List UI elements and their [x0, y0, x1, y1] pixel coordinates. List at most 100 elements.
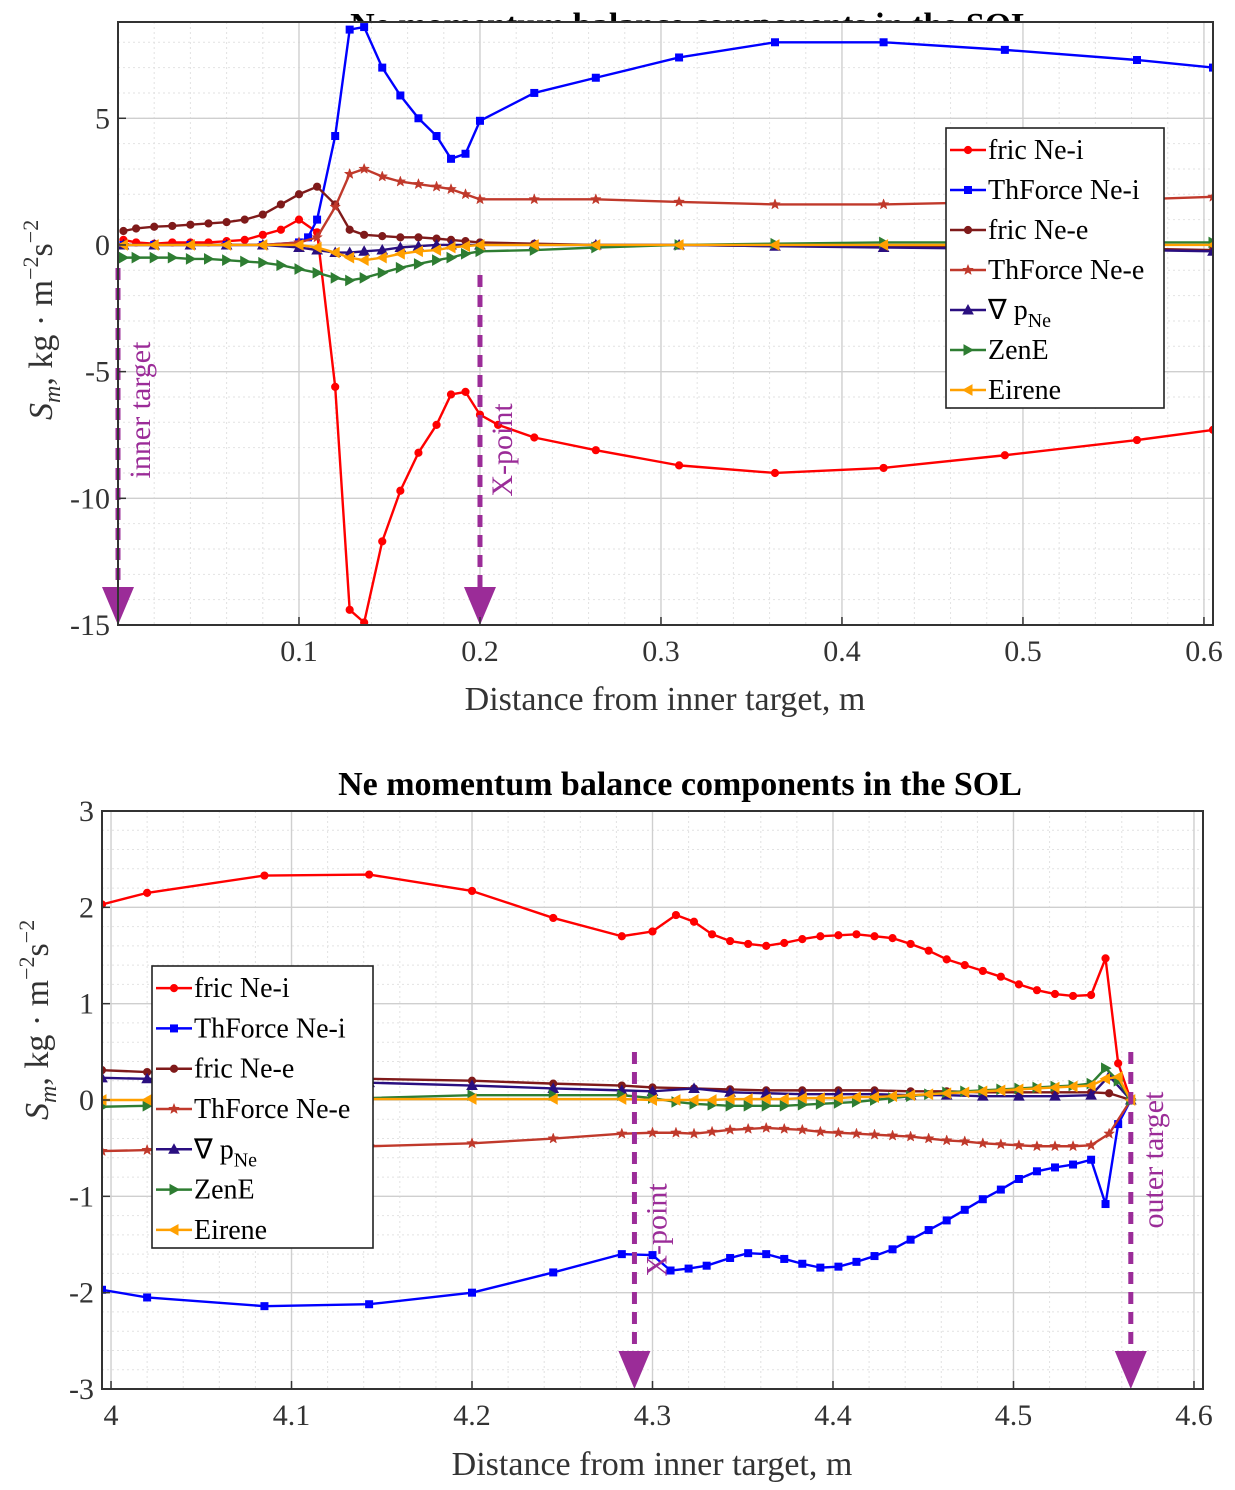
data-point	[1032, 1167, 1041, 1176]
chart-title: Ne momentum balance components in the SO…	[338, 766, 1022, 803]
y-axis-label-text: Sm, kg · m−2s−2	[18, 220, 66, 420]
data-point	[832, 1126, 845, 1138]
data-point	[360, 23, 369, 32]
data-point	[940, 1134, 953, 1146]
y-tick-label: -10	[70, 482, 110, 515]
data-point	[1068, 991, 1078, 1001]
data-point	[446, 251, 458, 264]
arrow-head	[618, 1351, 651, 1389]
data-point	[459, 240, 471, 253]
data-point	[1012, 1083, 1024, 1096]
data-point	[432, 132, 441, 141]
data-point	[976, 1137, 989, 1149]
data-point	[413, 258, 425, 270]
data-point	[906, 1235, 915, 1244]
data-point	[673, 195, 685, 207]
x-tick-label: 0.6	[1185, 635, 1223, 668]
y-tick-label: -5	[85, 356, 110, 389]
data-point	[1101, 954, 1110, 963]
data-point	[343, 251, 355, 264]
data-point	[148, 239, 159, 251]
data-point	[131, 224, 141, 233]
data-point	[1050, 1163, 1059, 1172]
legend-entry: ThForce Ne-e	[156, 1094, 350, 1125]
data-point	[779, 1099, 791, 1112]
data-point	[131, 251, 143, 264]
data-point	[475, 116, 484, 125]
data-point	[294, 215, 304, 224]
data-point	[814, 1092, 825, 1104]
legend-label: ∇ pNe	[193, 1134, 257, 1171]
legend-label: fric Ne-i	[988, 135, 1084, 166]
data-point	[1132, 56, 1141, 65]
legend-entry: fric Ne-e	[950, 215, 1088, 246]
annotation-label: X-point	[640, 1183, 673, 1277]
data-point	[444, 241, 456, 254]
y-tick-label: 5	[95, 102, 110, 135]
data-point	[666, 1266, 675, 1275]
x-tick-label: 0.2	[461, 635, 499, 668]
data-point	[648, 927, 657, 936]
data-point	[358, 245, 370, 256]
data-point	[102, 1285, 106, 1294]
data-point	[726, 1253, 735, 1262]
data-point	[904, 1130, 917, 1142]
data-point	[688, 1127, 700, 1139]
data-point	[877, 198, 890, 210]
data-point	[459, 188, 472, 200]
data-point	[549, 913, 558, 923]
data-point	[240, 215, 249, 224]
data-point	[474, 193, 486, 205]
data-point	[294, 190, 304, 199]
data-point	[466, 1079, 478, 1091]
series-line	[102, 1068, 1132, 1102]
data-point	[345, 605, 354, 614]
data-point	[770, 468, 780, 478]
data-point	[675, 53, 684, 62]
data-point	[707, 930, 717, 939]
legend-entry: fric Ne-i	[950, 135, 1084, 166]
legend-marker	[963, 344, 975, 356]
data-point	[886, 1129, 899, 1141]
data-point	[1207, 245, 1213, 256]
data-point	[240, 235, 249, 244]
data-point	[376, 170, 389, 182]
x-tick-label: 4.2	[453, 1399, 491, 1432]
data-point	[669, 1094, 681, 1106]
data-point	[260, 871, 269, 880]
data-point	[396, 233, 405, 242]
data-point	[359, 272, 371, 284]
data-point	[743, 1099, 755, 1112]
data-point	[684, 1264, 693, 1273]
x-tick-label: 0.5	[1004, 635, 1042, 668]
series-thforce-ne-i	[102, 1096, 1135, 1311]
data-point	[377, 266, 389, 279]
data-point	[204, 219, 213, 228]
data-point	[258, 230, 267, 239]
annotation-label: X-point	[486, 403, 519, 497]
data-point	[445, 183, 457, 195]
data-point	[141, 1143, 154, 1156]
data-point	[904, 1089, 916, 1102]
annotation-label: inner target	[124, 341, 157, 479]
annotation-layer: X-point outer target	[618, 1052, 1170, 1389]
data-point	[118, 251, 130, 264]
x-tick-label: 4.6	[1175, 1399, 1213, 1432]
annotation-arrow: X-point	[618, 1052, 673, 1389]
data-point	[1085, 1089, 1097, 1100]
data-point	[646, 1094, 657, 1106]
x-tick-label: 4.4	[814, 1399, 852, 1432]
y-tick-label: -1	[69, 1180, 94, 1213]
legend-entry: ThForce Ne-i	[156, 1013, 346, 1044]
data-point	[760, 1093, 771, 1105]
data-point	[475, 245, 487, 258]
data-point	[430, 180, 443, 192]
legend-label: fric Ne-e	[194, 1054, 294, 1085]
data-point	[1000, 451, 1009, 460]
data-point	[744, 939, 753, 949]
legend-marker	[168, 1102, 180, 1115]
arrow-head	[1114, 1351, 1147, 1389]
data-point	[394, 247, 405, 260]
annotation-arrow: outer target	[1114, 1052, 1170, 1389]
data-point	[771, 38, 779, 47]
